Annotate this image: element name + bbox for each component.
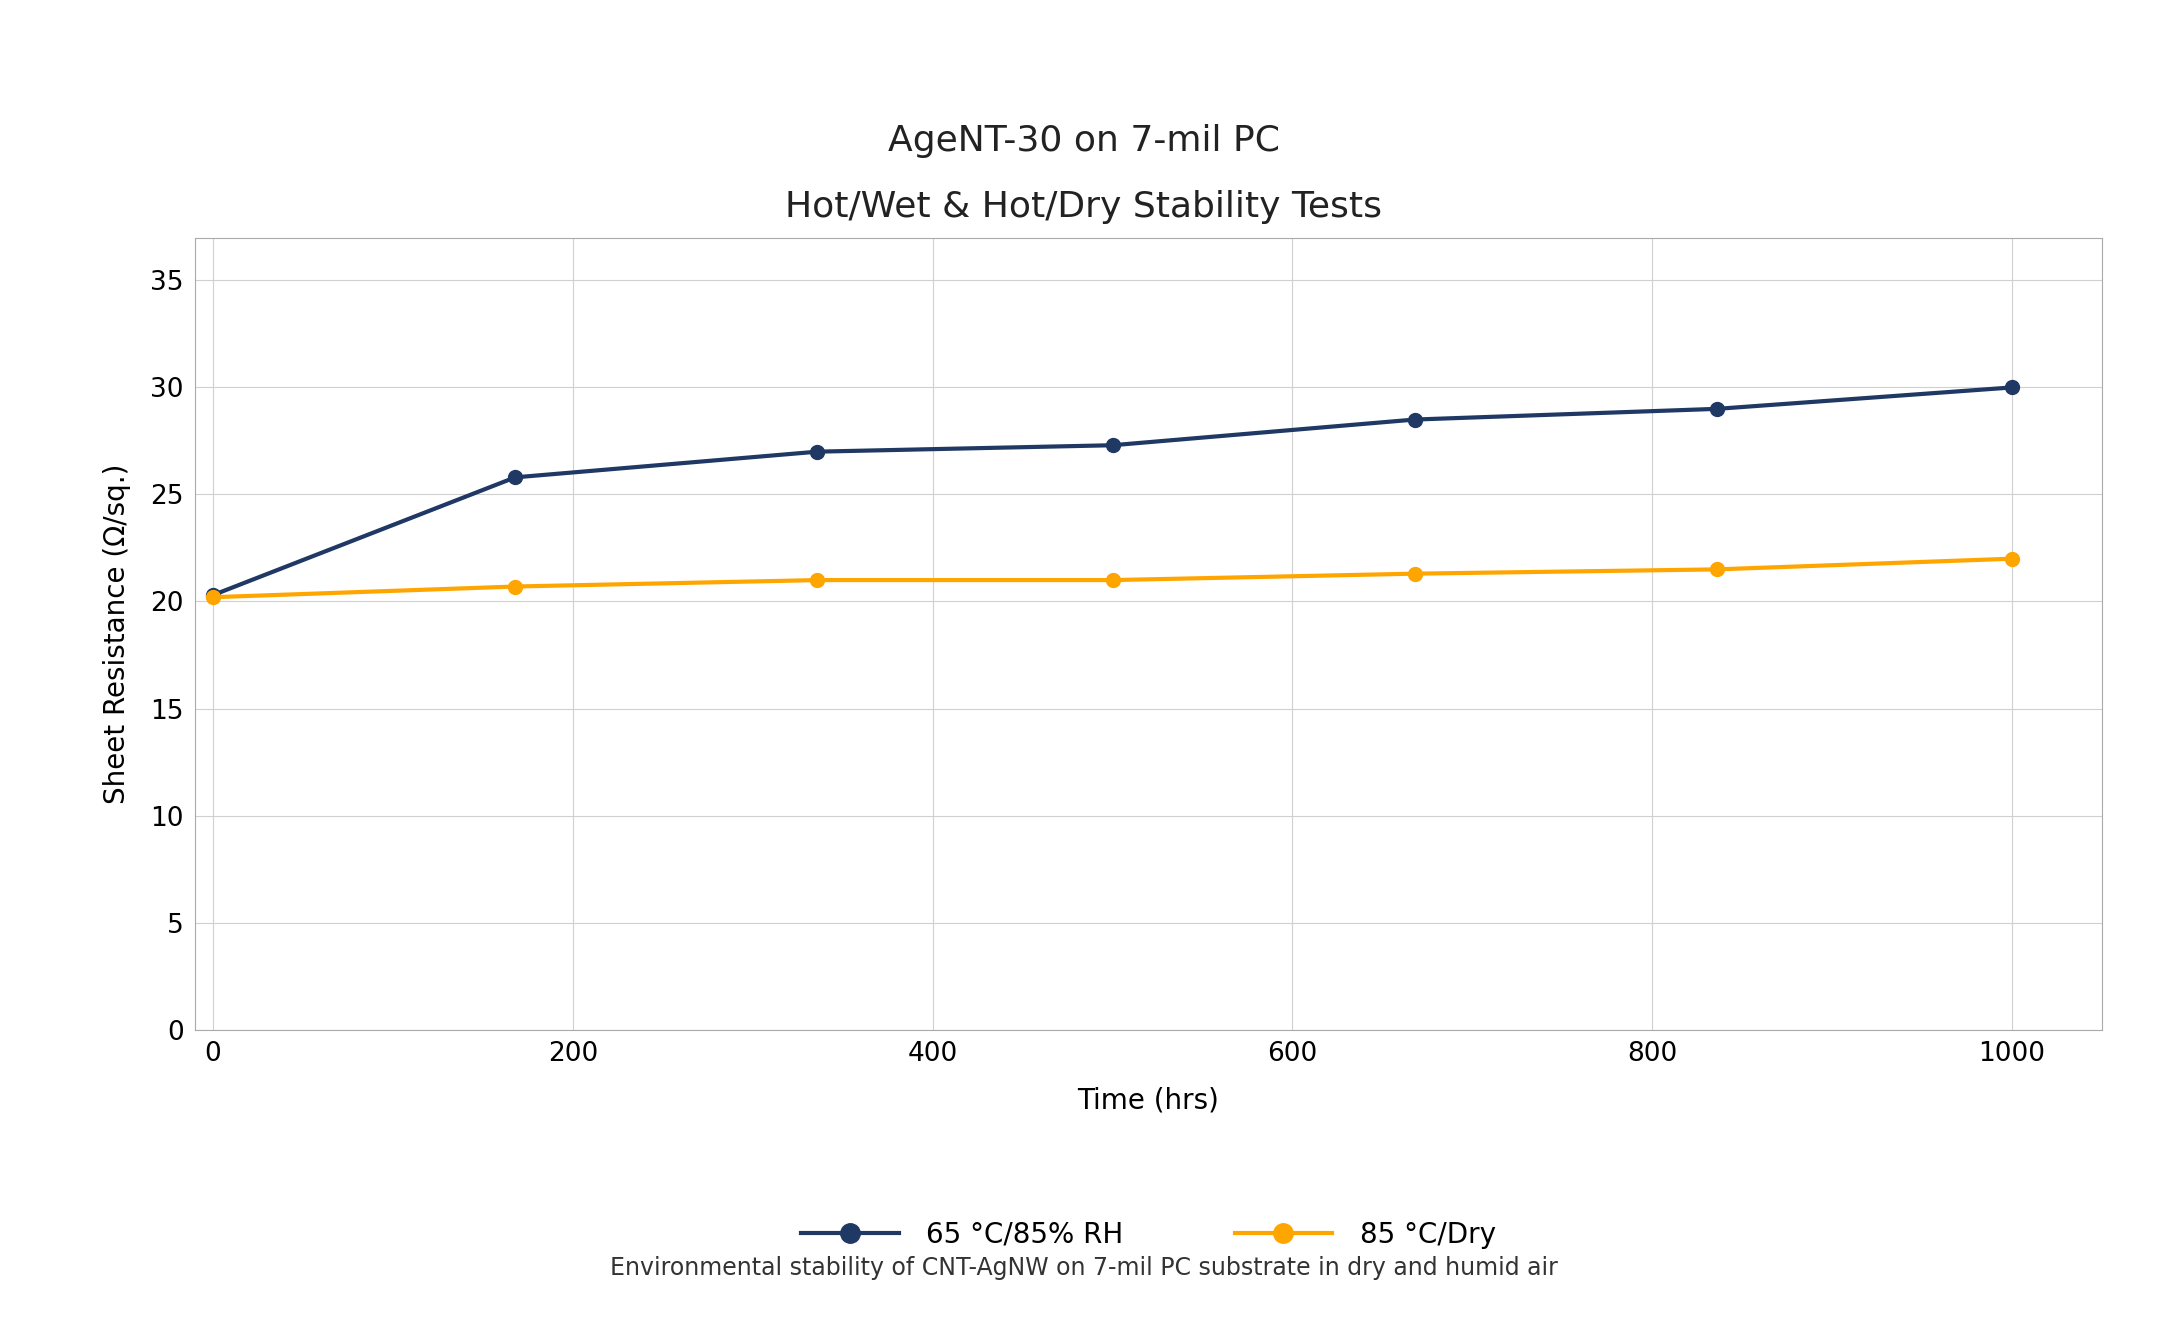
Text: Environmental stability of CNT-AgNW on 7-mil PC substrate in dry and humid air: Environmental stability of CNT-AgNW on 7… xyxy=(609,1257,1558,1280)
65 °C/85% RH xyxy=(804,444,830,459)
65 °C/85% RH xyxy=(1998,380,2024,396)
65 °C/85% RH xyxy=(1703,401,1729,417)
Line: 85 °C/Dry: 85 °C/Dry xyxy=(206,552,2020,605)
Text: Hot/Wet & Hot/Dry Stability Tests: Hot/Wet & Hot/Dry Stability Tests xyxy=(784,190,1383,224)
85 °C/Dry xyxy=(1099,572,1125,587)
85 °C/Dry xyxy=(199,589,225,605)
Y-axis label: Sheet Resistance (Ω/sq.): Sheet Resistance (Ω/sq.) xyxy=(104,463,130,804)
Line: 65 °C/85% RH: 65 °C/85% RH xyxy=(206,380,2020,602)
Legend: 65 °C/85% RH, 85 °C/Dry: 65 °C/85% RH, 85 °C/Dry xyxy=(791,1210,1506,1261)
85 °C/Dry xyxy=(503,578,529,594)
65 °C/85% RH xyxy=(199,587,225,603)
X-axis label: Time (hrs): Time (hrs) xyxy=(1077,1086,1220,1114)
85 °C/Dry xyxy=(804,572,830,587)
65 °C/85% RH xyxy=(1402,412,1428,428)
85 °C/Dry xyxy=(1998,550,2024,566)
85 °C/Dry xyxy=(1703,561,1729,577)
65 °C/85% RH xyxy=(1099,437,1125,453)
85 °C/Dry xyxy=(1402,566,1428,582)
65 °C/85% RH xyxy=(503,470,529,486)
Text: AgeNT-30 on 7-mil PC: AgeNT-30 on 7-mil PC xyxy=(888,124,1279,158)
